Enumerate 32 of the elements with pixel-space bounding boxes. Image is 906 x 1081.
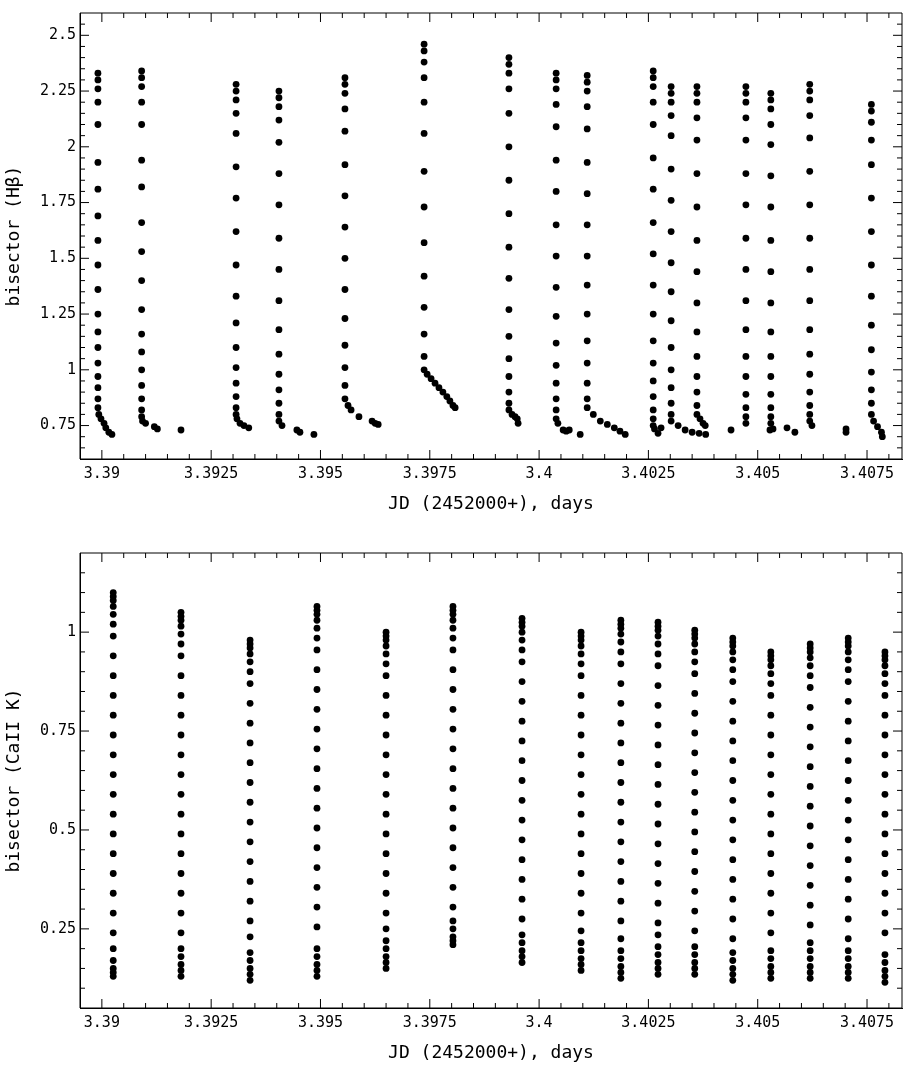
y-tick-label: 1.75 (39, 192, 76, 211)
x-tick-label: 3.4025 (621, 1012, 676, 1031)
x-tick-label: 3.4075 (839, 1012, 895, 1031)
y-tick-label: 2 (66, 136, 76, 155)
x-tick-label: 3.3925 (184, 1012, 239, 1031)
x-tick-label: 3.3975 (402, 1012, 457, 1031)
y-axis-title: bisector (Hβ) (2, 165, 24, 307)
x-tick-label: 3.39 (83, 463, 120, 482)
x-axis-title: JD (2452000+), days (388, 491, 594, 513)
y-tick-label: 1.5 (48, 248, 76, 267)
y-tick-label: 0.25 (39, 918, 76, 937)
x-tick-label: 3.395 (297, 1012, 344, 1031)
x-tick-label: 3.4 (525, 1012, 553, 1031)
x-tick-label: 3.4075 (839, 463, 895, 482)
x-tick-label: 3.395 (297, 463, 344, 482)
x-tick-label: 3.405 (735, 1012, 781, 1031)
x-tick-label: 3.4 (525, 463, 553, 482)
x-axis-title: JD (2452000+), days (388, 1040, 594, 1062)
x-tick-label: 3.3975 (402, 463, 457, 482)
x-tick-label: 3.405 (735, 463, 781, 482)
y-tick-label: 0.75 (39, 720, 76, 739)
y-tick-label: 1.25 (39, 303, 76, 322)
y-tick-label: 0.75 (39, 415, 76, 434)
y-tick-label: 2.25 (39, 80, 76, 99)
y-tick-label: 1 (66, 359, 76, 378)
x-tick-label: 3.39 (83, 1012, 120, 1031)
x-tick-label: 3.3925 (184, 463, 239, 482)
y-tick-label: 2.5 (48, 25, 76, 44)
x-tick-label: 3.4025 (621, 463, 676, 482)
y-tick-label: 1 (66, 622, 76, 641)
y-axis-title: bisector (CaII K) (2, 688, 24, 873)
y-tick-label: 0.5 (48, 819, 76, 838)
